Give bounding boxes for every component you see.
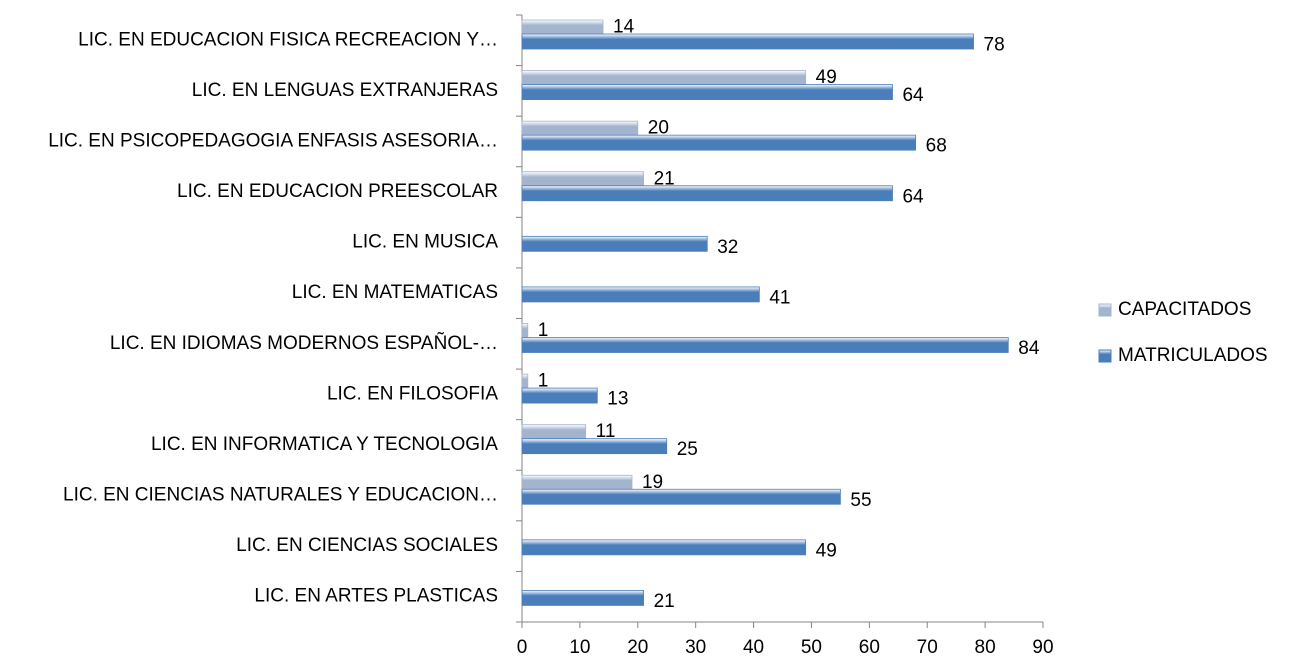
y-tick-label: LIC. EN EDUCACION PREESCOLAR: [177, 181, 498, 202]
bar: [521, 185, 893, 202]
data-label: 32: [717, 237, 738, 258]
x-tick-label: 0: [517, 637, 528, 658]
data-label: 68: [926, 136, 947, 157]
bar: [521, 488, 841, 505]
y-tick-label: LIC. EN PSICOPEDAGOGIA ENFASIS ASESORIA…: [48, 130, 498, 151]
bar: [521, 323, 529, 339]
bar: [521, 387, 598, 404]
y-tick-label: LIC. EN FILOSOFIA: [327, 383, 498, 404]
bar: [521, 539, 807, 556]
bar: [521, 33, 974, 50]
bar: [521, 590, 644, 606]
bar: [521, 438, 668, 455]
x-tick-label: 40: [743, 637, 764, 658]
bar: [521, 235, 708, 252]
y-tick-label: LIC. EN EDUCACION FISICA RECREACION Y…: [78, 29, 498, 50]
bar: [521, 84, 893, 100]
y-tick-label: LIC. EN INFORMATICA Y TECNOLOGIA: [151, 434, 498, 455]
x-tick-label: 90: [1032, 637, 1053, 658]
y-tick-label: LIC. EN LENGUAS EXTRANJERAS: [192, 80, 498, 101]
data-label: 21: [654, 591, 675, 612]
bar: [521, 19, 604, 36]
data-label: 20: [648, 118, 669, 139]
bar: [521, 474, 633, 491]
legend-swatch: [1098, 349, 1112, 363]
bar: [521, 120, 639, 137]
data-label: 11: [596, 421, 616, 442]
data-label: 25: [677, 439, 698, 460]
bar: [521, 337, 1009, 353]
data-label: 21: [654, 168, 675, 189]
legend-label: CAPACITADOS: [1118, 299, 1251, 320]
y-tick-label: LIC. EN CIENCIAS NATURALES Y EDUCACION…: [63, 485, 498, 506]
y-tick-label: LIC. EN CIENCIAS SOCIALES: [236, 535, 498, 556]
data-label: 1: [538, 320, 549, 341]
bar: [521, 70, 807, 86]
data-label: 78: [984, 35, 1005, 56]
bar: [521, 286, 760, 303]
bar: [521, 171, 644, 188]
data-label: 64: [902, 85, 924, 106]
x-tick-label: 60: [859, 637, 880, 658]
y-tick-label: LIC. EN MUSICA: [352, 232, 498, 253]
x-tick-label: 80: [975, 637, 996, 658]
x-tick-label: 20: [627, 637, 648, 658]
data-label: 49: [816, 67, 837, 88]
y-tick-label: LIC. EN MATEMATICAS: [292, 282, 498, 303]
data-label: 14: [613, 17, 635, 38]
legend-swatch: [1098, 303, 1112, 317]
bar: [521, 424, 587, 441]
data-label: 13: [607, 389, 628, 410]
x-tick-label: 10: [569, 637, 590, 658]
y-tick-label: LIC. EN ARTES PLASTICAS: [254, 586, 498, 607]
x-tick-label: 50: [801, 637, 822, 658]
legend-label: MATRICULADOS: [1118, 345, 1268, 366]
data-label: 49: [816, 540, 837, 561]
x-tick-label: 70: [917, 637, 938, 658]
data-label: 55: [850, 490, 871, 511]
bar: [521, 134, 917, 151]
data-label: 1: [538, 371, 549, 392]
data-label: 64: [902, 186, 924, 207]
y-tick-label: LIC. EN IDIOMAS MODERNOS ESPAÑOL-…: [110, 332, 498, 354]
data-label: 41: [769, 287, 790, 308]
data-label: 19: [642, 472, 663, 493]
bar: [521, 373, 529, 390]
x-tick-label: 30: [685, 637, 706, 658]
data-label: 84: [1018, 338, 1040, 359]
